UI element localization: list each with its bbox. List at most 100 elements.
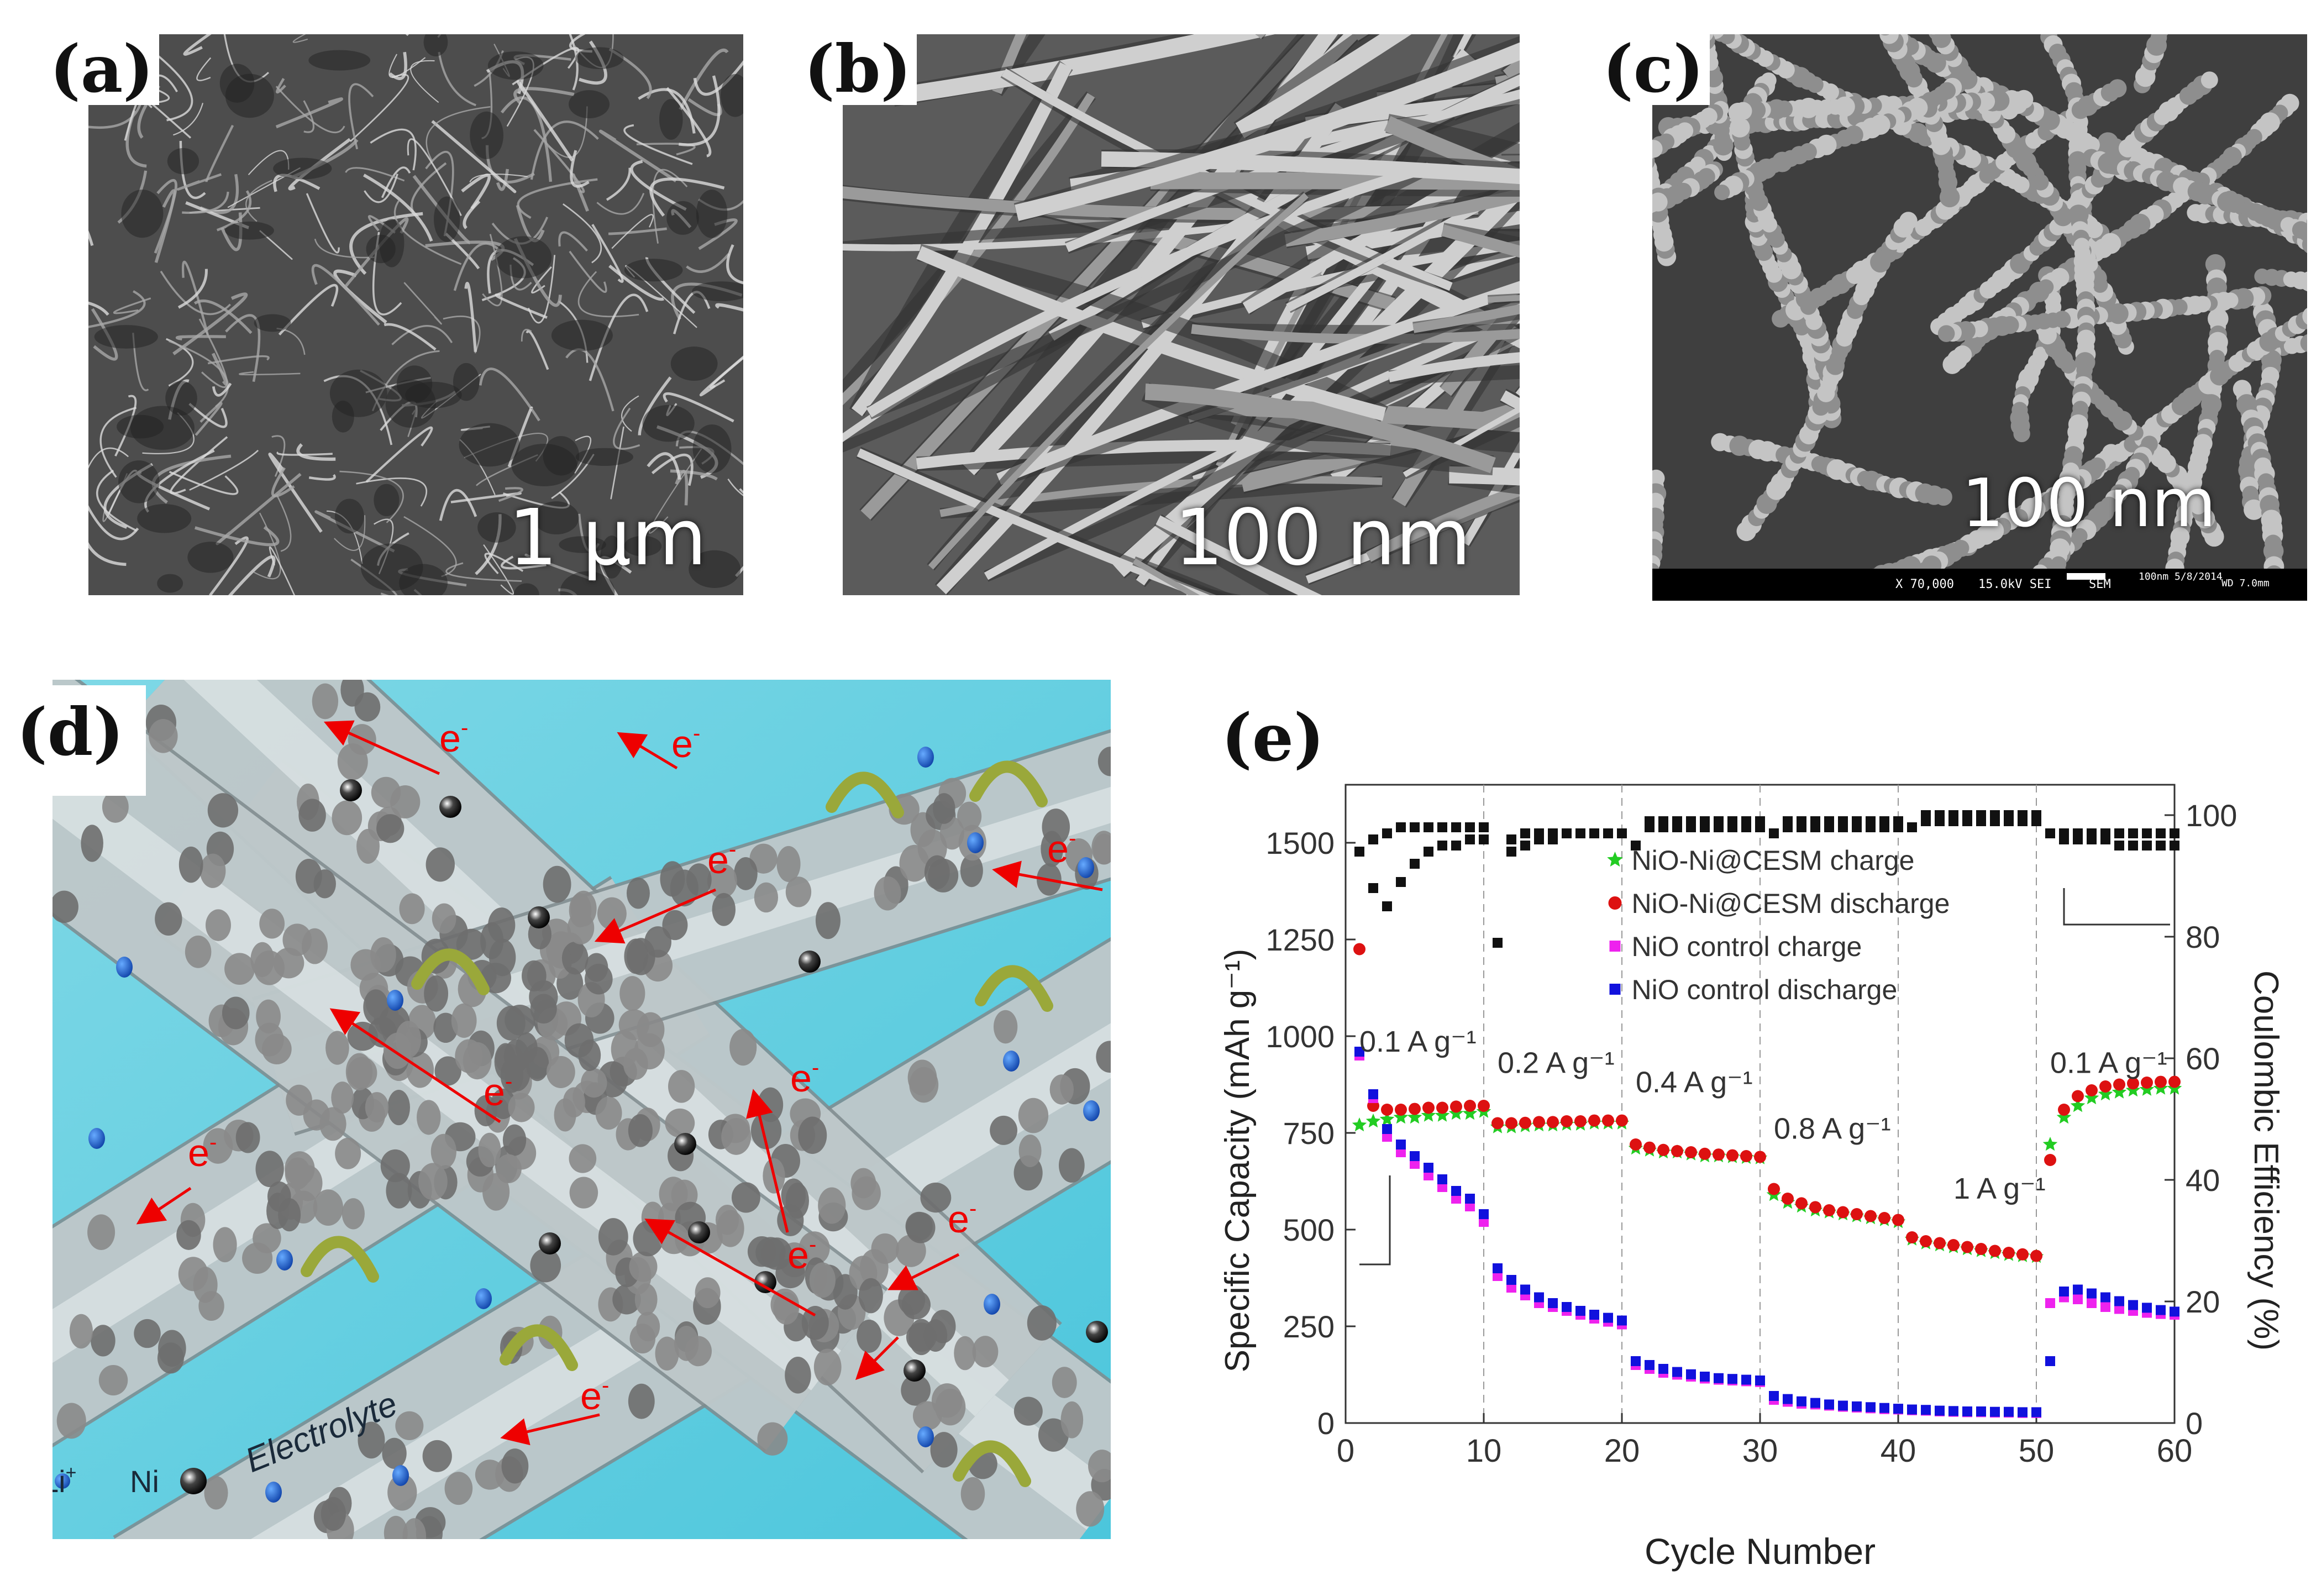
sem-pore (118, 460, 160, 503)
nio-particle (993, 1010, 1018, 1044)
sem-fiber (1235, 34, 1412, 139)
electron-label: e- (790, 1056, 819, 1100)
sem-pore (560, 571, 615, 595)
sem-fiber-shadow (1154, 514, 1298, 595)
ion-curl-arrow (301, 1236, 379, 1283)
sem-fiber (403, 282, 442, 325)
data-point (2056, 1110, 2072, 1124)
sem-fiber (608, 264, 665, 301)
x-tick-label: 40 (1881, 1433, 1916, 1469)
sem-fiber (610, 426, 624, 500)
sem-bead (1734, 102, 1752, 120)
data-point (1506, 1283, 1516, 1293)
data-point (1396, 822, 1406, 832)
nio-particle (522, 960, 547, 992)
nio-particle (503, 1039, 529, 1073)
sem-fiber (495, 293, 548, 319)
data-point (1699, 1147, 1711, 1160)
sem-fiber (155, 89, 170, 104)
data-point (1837, 1206, 1849, 1219)
y-axis-label: Specific Capacity (mAh g⁻¹) (1218, 949, 1257, 1373)
sem-fiber (275, 86, 345, 134)
data-point (2073, 1284, 2083, 1295)
sem-bead (2165, 558, 2184, 569)
data-point (1851, 1208, 1863, 1220)
nio-particle (204, 1476, 228, 1510)
sem-pore (225, 221, 274, 240)
sem-fiber (517, 80, 574, 162)
data-point (2058, 1104, 2070, 1116)
data-point (1382, 828, 1392, 838)
data-point (2016, 1248, 2029, 1261)
data-point (2030, 1250, 2042, 1262)
data-point (1672, 1367, 1682, 1377)
nio-particle (337, 743, 368, 780)
data-point (2156, 1305, 2166, 1315)
sem-fiber (443, 316, 481, 354)
sem-pore (689, 550, 741, 588)
data-point (1643, 1141, 1656, 1154)
sem-fiber-shadow (1141, 382, 1494, 476)
nio-particle (898, 1284, 926, 1315)
data-point (2031, 810, 2041, 820)
electron-arrow (329, 1008, 501, 1124)
sem-fiber (693, 60, 743, 96)
sem-bead (1652, 198, 1657, 213)
nio-particle (905, 1211, 933, 1241)
nio-particle (345, 1053, 373, 1091)
data-point (1947, 1239, 1960, 1251)
sem-fiber (403, 516, 457, 578)
data-point (1436, 1101, 1448, 1114)
data-point (1451, 822, 1461, 832)
sem-fiber (679, 48, 729, 111)
sem-fiber (438, 51, 476, 107)
nio-particle (628, 1383, 655, 1419)
sem-info-bar: X 70,000 15.0kV SEI SEM 100nm 5/8/2014 W… (1652, 569, 2307, 601)
sem-fiber (88, 290, 146, 328)
data-point (1365, 1114, 1381, 1128)
data-point (2084, 1090, 2099, 1105)
sem-pore (551, 319, 613, 351)
sem-bead (1874, 564, 1890, 569)
nio-particle (213, 1227, 237, 1263)
y-tick-label: 0 (1317, 1406, 1335, 1441)
sem-fiber (356, 477, 428, 507)
nio-particle (81, 825, 103, 862)
nio-particle (597, 897, 627, 930)
nio-particle (1060, 1401, 1084, 1439)
sem-fiber (160, 270, 231, 316)
nio-particle (960, 854, 983, 888)
rate-label: 1 A g⁻¹ (1953, 1172, 2046, 1205)
sem-fiber (498, 487, 523, 502)
nio-particle (624, 938, 648, 974)
sem-bead (2305, 229, 2307, 241)
data-point (2155, 1075, 2167, 1088)
sem-fiber (479, 368, 540, 422)
sem-pore (666, 201, 699, 235)
electron-arrow (500, 1413, 600, 1446)
nio-particle (871, 1233, 899, 1264)
data-point (1505, 1117, 1517, 1130)
nio-particle (254, 950, 285, 985)
nio-particle (931, 1383, 963, 1418)
sem-fiber (558, 231, 588, 252)
data-point (1645, 1360, 1655, 1370)
sem-fiber (364, 174, 398, 203)
data-point (1382, 1124, 1392, 1134)
nio-particle (628, 1114, 653, 1147)
sem-fiber (726, 244, 743, 285)
sem-fiber (276, 495, 292, 552)
sem-fiber (334, 515, 366, 551)
sem-fiber-shadow (1190, 395, 1520, 453)
sem-fiber-shadow (1385, 114, 1520, 164)
data-point (2045, 1298, 2055, 1308)
data-point (1382, 901, 1392, 911)
data-point (1920, 1235, 1932, 1247)
data-point (1393, 1110, 1409, 1124)
sem-pore (692, 424, 732, 474)
sem-fiber (548, 106, 588, 158)
sem-fiber (727, 478, 743, 496)
sem-fiber (1156, 515, 1322, 595)
data-point (1424, 822, 1433, 832)
nio-particle (134, 1319, 161, 1348)
